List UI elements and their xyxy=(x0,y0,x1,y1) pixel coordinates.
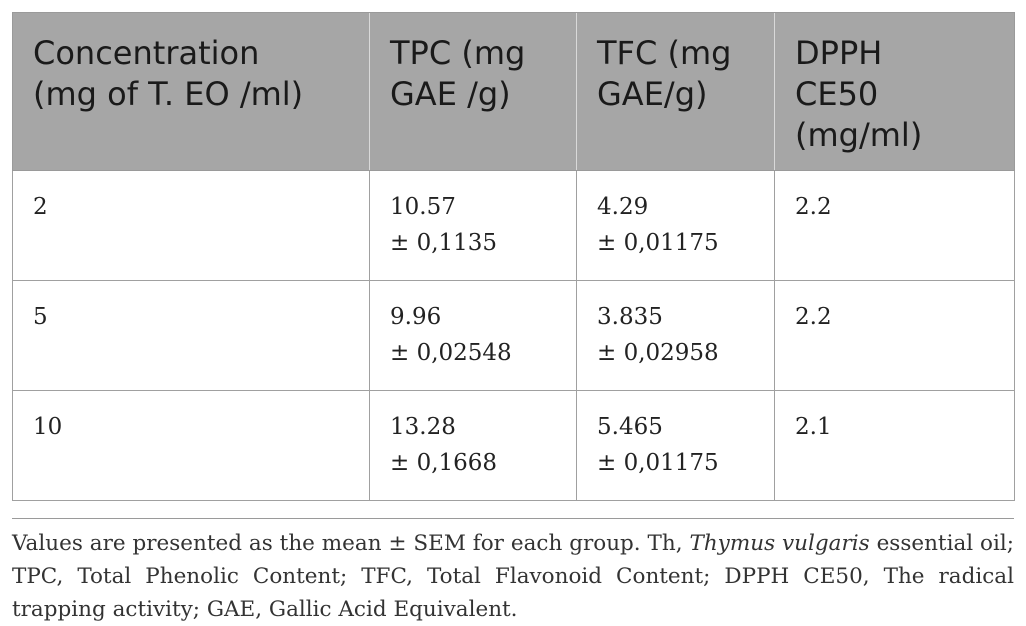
cell-dpph: 2.2 xyxy=(774,280,1015,391)
cell-tfc: 5.465 ± 0,01175 xyxy=(576,390,775,501)
tfc-mean: 3.835 xyxy=(597,304,663,330)
header-concentration: Concentration (mg of T. EO /ml) xyxy=(12,12,370,171)
tpc-sem: ± 0,02548 xyxy=(390,340,512,366)
header-tfc: TFC (mg GAE/g) xyxy=(576,12,775,171)
cell-tfc: 3.835 ± 0,02958 xyxy=(576,280,775,391)
cell-tpc: 9.96 ± 0,02548 xyxy=(369,280,577,391)
header-dpph: DPPH CE50 (mg/ml) xyxy=(774,12,1015,171)
cell-dpph: 2.2 xyxy=(774,170,1015,281)
footnote-species-name: Thymus vulgaris xyxy=(689,531,870,556)
tpc-mean: 10.57 xyxy=(390,194,456,220)
table-header-row: Concentration (mg of T. EO /ml) TPC (mg … xyxy=(12,12,1015,171)
table-row: 5 9.96 ± 0,02548 3.835 ± 0,02958 2.2 xyxy=(12,280,1015,391)
table-row: 10 13.28 ± 0,1668 5.465 ± 0,01175 2.1 xyxy=(12,390,1015,501)
cell-concentration: 2 xyxy=(12,170,370,281)
footnote-text-part1: Values are presented as the mean ± SEM f… xyxy=(12,531,690,556)
tpc-sem: ± 0,1668 xyxy=(390,450,498,476)
cell-tpc: 13.28 ± 0,1668 xyxy=(369,390,577,501)
tfc-sem: ± 0,01175 xyxy=(597,450,719,476)
tpc-sem: ± 0,1135 xyxy=(390,230,498,256)
tfc-mean: 4.29 xyxy=(597,194,649,220)
table-row: 2 10.57 ± 0,1135 4.29 ± 0,01175 2.2 xyxy=(12,170,1015,281)
tfc-sem: ± 0,02958 xyxy=(597,340,719,366)
tpc-mean: 9.96 xyxy=(390,304,442,330)
tfc-mean: 5.465 xyxy=(597,414,663,440)
data-table: Concentration (mg of T. EO /ml) TPC (mg … xyxy=(12,12,1015,501)
cell-concentration: 5 xyxy=(12,280,370,391)
data-table-container: Concentration (mg of T. EO /ml) TPC (mg … xyxy=(12,12,1015,501)
cell-concentration: 10 xyxy=(12,390,370,501)
cell-dpph: 2.1 xyxy=(774,390,1015,501)
cell-tfc: 4.29 ± 0,01175 xyxy=(576,170,775,281)
tfc-sem: ± 0,01175 xyxy=(597,230,719,256)
tpc-mean: 13.28 xyxy=(390,414,456,440)
header-tpc: TPC (mg GAE /g) xyxy=(369,12,577,171)
cell-tpc: 10.57 ± 0,1135 xyxy=(369,170,577,281)
table-footnote: Values are presented as the mean ± SEM f… xyxy=(12,518,1014,626)
